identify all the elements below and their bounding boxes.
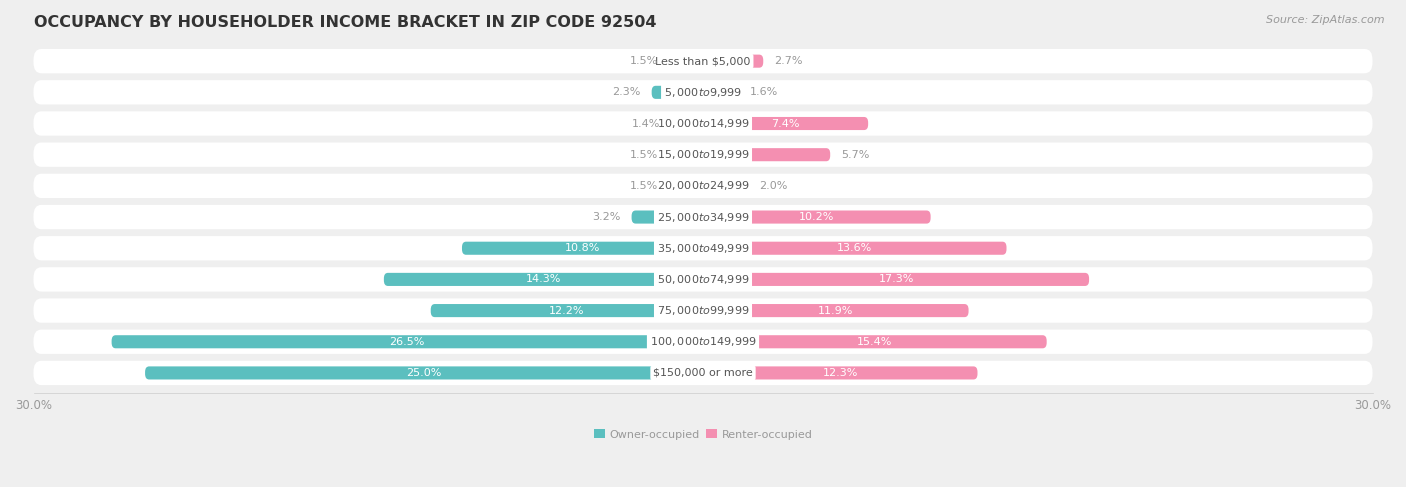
Text: $15,000 to $19,999: $15,000 to $19,999 [657, 148, 749, 161]
Text: $35,000 to $49,999: $35,000 to $49,999 [657, 242, 749, 255]
FancyBboxPatch shape [631, 210, 703, 224]
FancyBboxPatch shape [703, 366, 977, 379]
Text: 12.2%: 12.2% [550, 305, 585, 316]
Text: 15.4%: 15.4% [858, 337, 893, 347]
Text: Source: ZipAtlas.com: Source: ZipAtlas.com [1267, 15, 1385, 25]
Text: 14.3%: 14.3% [526, 274, 561, 284]
FancyBboxPatch shape [672, 117, 703, 130]
Text: $20,000 to $24,999: $20,000 to $24,999 [657, 179, 749, 192]
Text: $50,000 to $74,999: $50,000 to $74,999 [657, 273, 749, 286]
FancyBboxPatch shape [703, 55, 763, 68]
FancyBboxPatch shape [34, 267, 1372, 292]
Text: 11.9%: 11.9% [818, 305, 853, 316]
FancyBboxPatch shape [703, 273, 1090, 286]
FancyBboxPatch shape [703, 117, 868, 130]
FancyBboxPatch shape [669, 148, 703, 161]
FancyBboxPatch shape [384, 273, 703, 286]
Text: 1.5%: 1.5% [630, 56, 658, 66]
Text: $150,000 or more: $150,000 or more [654, 368, 752, 378]
Text: $25,000 to $34,999: $25,000 to $34,999 [657, 210, 749, 224]
Text: 25.0%: 25.0% [406, 368, 441, 378]
FancyBboxPatch shape [703, 242, 1007, 255]
FancyBboxPatch shape [111, 335, 703, 348]
FancyBboxPatch shape [34, 143, 1372, 167]
Text: 5.7%: 5.7% [841, 150, 870, 160]
Text: 2.0%: 2.0% [759, 181, 787, 191]
Text: 10.2%: 10.2% [799, 212, 835, 222]
FancyBboxPatch shape [34, 236, 1372, 261]
Text: 10.8%: 10.8% [565, 243, 600, 253]
Text: 13.6%: 13.6% [837, 243, 872, 253]
FancyBboxPatch shape [651, 86, 703, 99]
FancyBboxPatch shape [34, 112, 1372, 136]
Text: $10,000 to $14,999: $10,000 to $14,999 [657, 117, 749, 130]
FancyBboxPatch shape [669, 179, 703, 192]
FancyBboxPatch shape [34, 49, 1372, 74]
FancyBboxPatch shape [34, 361, 1372, 385]
Text: 12.3%: 12.3% [823, 368, 858, 378]
Text: Less than $5,000: Less than $5,000 [655, 56, 751, 66]
FancyBboxPatch shape [430, 304, 703, 317]
FancyBboxPatch shape [703, 304, 969, 317]
FancyBboxPatch shape [463, 242, 703, 255]
Text: 1.5%: 1.5% [630, 181, 658, 191]
FancyBboxPatch shape [34, 299, 1372, 323]
FancyBboxPatch shape [703, 335, 1046, 348]
Text: 17.3%: 17.3% [879, 274, 914, 284]
FancyBboxPatch shape [703, 179, 748, 192]
Text: $5,000 to $9,999: $5,000 to $9,999 [664, 86, 742, 99]
Text: 1.5%: 1.5% [630, 150, 658, 160]
Text: 3.2%: 3.2% [592, 212, 620, 222]
Text: OCCUPANCY BY HOUSEHOLDER INCOME BRACKET IN ZIP CODE 92504: OCCUPANCY BY HOUSEHOLDER INCOME BRACKET … [34, 15, 657, 30]
FancyBboxPatch shape [703, 148, 830, 161]
FancyBboxPatch shape [34, 205, 1372, 229]
FancyBboxPatch shape [145, 366, 703, 379]
Text: $75,000 to $99,999: $75,000 to $99,999 [657, 304, 749, 317]
FancyBboxPatch shape [34, 330, 1372, 354]
FancyBboxPatch shape [34, 80, 1372, 105]
Text: 2.7%: 2.7% [775, 56, 803, 66]
Text: 2.3%: 2.3% [612, 87, 641, 97]
Text: 1.6%: 1.6% [749, 87, 778, 97]
Legend: Owner-occupied, Renter-occupied: Owner-occupied, Renter-occupied [589, 425, 817, 444]
FancyBboxPatch shape [703, 86, 738, 99]
Text: $100,000 to $149,999: $100,000 to $149,999 [650, 335, 756, 348]
FancyBboxPatch shape [703, 210, 931, 224]
FancyBboxPatch shape [34, 174, 1372, 198]
Text: 1.4%: 1.4% [633, 118, 661, 129]
Text: 7.4%: 7.4% [772, 118, 800, 129]
FancyBboxPatch shape [669, 55, 703, 68]
Text: 26.5%: 26.5% [389, 337, 425, 347]
